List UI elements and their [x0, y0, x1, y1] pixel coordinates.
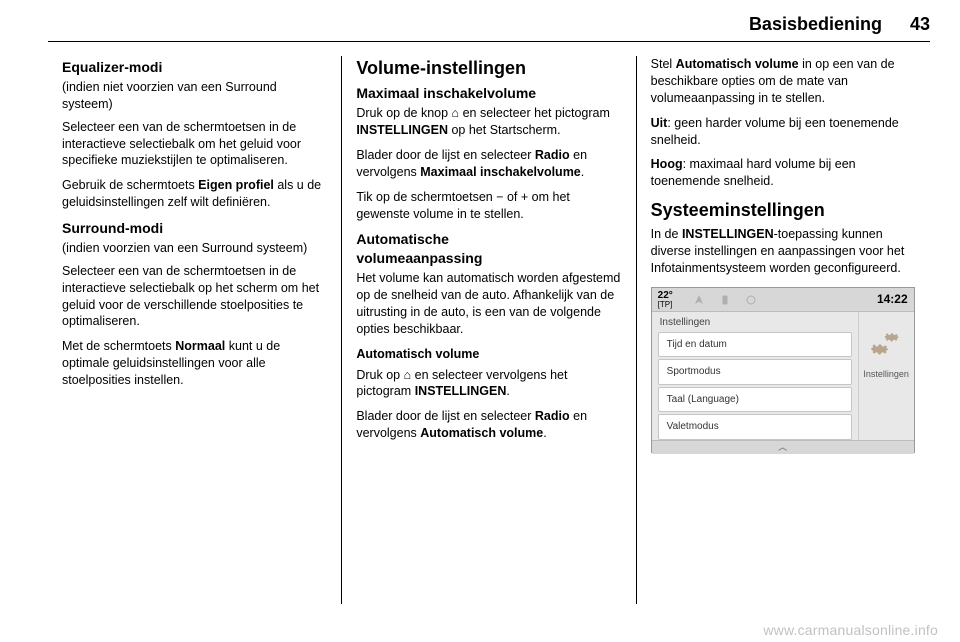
- column-1: Equalizer-modi (indien niet voorzien van…: [48, 56, 341, 604]
- watermark: www.carmanualsonline.info: [763, 622, 938, 638]
- col3-heading-system: Systeeminstellingen: [651, 198, 916, 222]
- infotainment-screenshot: 22° [TP] 14:22 Instellingen Tijd en datu…: [651, 287, 915, 453]
- col2-p2e: .: [581, 165, 584, 179]
- col3-p3: Hoog: maximaal hard volume bij een toene…: [651, 156, 916, 190]
- list-item-taal[interactable]: Taal (Language): [658, 387, 852, 413]
- list-item-tijd[interactable]: Tijd en datum: [658, 332, 852, 358]
- home-icon-2: ⌂: [404, 368, 412, 382]
- column-2: Volume-instellingen Maximaal inschakelvo…: [341, 56, 635, 604]
- col2-heading-autovol: Automatisch volume: [356, 346, 621, 363]
- col2-p2d: Maximaal inschakelvolume: [420, 165, 581, 179]
- col2-p2a: Blader door de lijst en selecteer: [356, 148, 535, 162]
- col1-sub-equalizer: (indien niet voorzien van een Sur­round …: [62, 79, 327, 113]
- col2-p5c: INSTELLINGEN: [415, 384, 507, 398]
- col1-p4a: Met de schermtoets: [62, 339, 175, 353]
- header-title: Basisbediening: [749, 14, 882, 35]
- col2-p6b: Radio: [535, 409, 570, 423]
- phone-icon: [719, 294, 731, 306]
- screen-body: Instellingen Tijd en datum Sportmodus Ta…: [652, 312, 914, 440]
- nav-icon: [693, 294, 705, 306]
- home-icon: ⌂: [452, 106, 460, 120]
- col2-p6a: Blader door de lijst en selecteer: [356, 409, 535, 423]
- signal-icon: [745, 294, 757, 306]
- screen-side-label: Instellingen: [863, 368, 909, 380]
- col1-heading-equalizer: Equalizer-modi: [62, 58, 327, 77]
- col2-p5d: .: [506, 384, 509, 398]
- col1-p4: Met de schermtoets Normaal kunt u de opt…: [62, 338, 327, 389]
- col3-p4a: In de: [651, 227, 682, 241]
- header-page-number: 43: [910, 14, 930, 35]
- col1-heading-surround: Surround-modi: [62, 219, 327, 238]
- screen-tp-indicator: [TP]: [658, 301, 673, 309]
- col1-p1: Selecteer een van de schermtoetsen in de…: [62, 119, 327, 170]
- col1-p2a: Gebruik de schermtoets: [62, 178, 198, 192]
- col3-p4: In de INSTELLINGEN-toepassing kunnen div…: [651, 226, 916, 277]
- col2-p5: Druk op ⌂ en selecteer vervolgens het pi…: [356, 367, 621, 401]
- col2-p2: Blader door de lijst en selecteer Radio …: [356, 147, 621, 181]
- col2-p6: Blader door de lijst en selecteer Radio …: [356, 408, 621, 442]
- col2-p1d: op het Startscherm.: [448, 123, 561, 137]
- col3-p3a: Hoog: [651, 157, 683, 171]
- col2-p1c: INSTELLINGEN: [356, 123, 448, 137]
- list-item-valet[interactable]: Valetmodus: [658, 414, 852, 440]
- col1-sub-surround: (indien voorzien van een Surround systee…: [62, 240, 327, 257]
- col3-p1a: Stel: [651, 57, 676, 71]
- col2-p1b: en selecteer het pictogram: [459, 106, 610, 120]
- col2-heading-auto-a: Automatische: [356, 230, 621, 249]
- col2-heading-auto-b: volumeaanpassing: [356, 249, 621, 268]
- col3-p4b: INSTELLINGEN: [682, 227, 774, 241]
- chevron-up-icon: ︿: [778, 441, 787, 453]
- col2-p5a: Druk op: [356, 368, 403, 382]
- col2-heading-volume: Volume-instellingen: [356, 56, 621, 80]
- screen-bottom-bar[interactable]: ︿: [652, 440, 914, 454]
- content-columns: Equalizer-modi (indien niet voorzien van…: [48, 56, 930, 604]
- col1-p2: Gebruik de schermtoets Eigen profiel als…: [62, 177, 327, 211]
- screen-status-bar: 22° [TP] 14:22: [652, 288, 914, 312]
- page-header: Basisbediening 43: [48, 14, 930, 42]
- col1-p3: Selecteer een van de schermtoetsen in de…: [62, 263, 327, 331]
- screen-clock: 14:22: [877, 291, 908, 307]
- screen-settings-list: Instellingen Tijd en datum Sportmodus Ta…: [652, 312, 858, 440]
- col2-p2b: Radio: [535, 148, 570, 162]
- list-item-sport[interactable]: Sportmodus: [658, 359, 852, 385]
- screen-top-icons: [693, 294, 877, 306]
- col2-p4: Het volume kan automatisch worden afgest…: [356, 270, 621, 338]
- screen-temp-block: 22° [TP]: [658, 291, 673, 309]
- col3-p1: Stel Automatisch volume in op een van de…: [651, 56, 916, 107]
- col3-p1b: Automatisch volume: [676, 57, 799, 71]
- col2-heading-max: Maximaal inschakelvolume: [356, 84, 621, 103]
- col1-p2b: Eigen profiel: [198, 178, 274, 192]
- col2-p1a: Druk op de knop: [356, 106, 451, 120]
- col3-p2b: : geen harder volume bij een toe­nemende…: [651, 116, 899, 147]
- screen-list-title: Instellingen: [660, 316, 852, 330]
- col2-p6d: Automatisch volume: [420, 426, 543, 440]
- col2-p3: Tik op de schermtoetsen − of + om het ge…: [356, 189, 621, 223]
- col3-p2: Uit: geen harder volume bij een toe­neme…: [651, 115, 916, 149]
- screen-side-panel: Instellingen: [858, 312, 914, 440]
- col2-p6e: .: [543, 426, 546, 440]
- col1-p4b: Normaal: [175, 339, 225, 353]
- col3-p2a: Uit: [651, 116, 668, 130]
- col2-p1: Druk op de knop ⌂ en selecteer het picto…: [356, 105, 621, 139]
- column-3: Stel Automatisch volume in op een van de…: [636, 56, 930, 604]
- gears-icon: [869, 328, 903, 362]
